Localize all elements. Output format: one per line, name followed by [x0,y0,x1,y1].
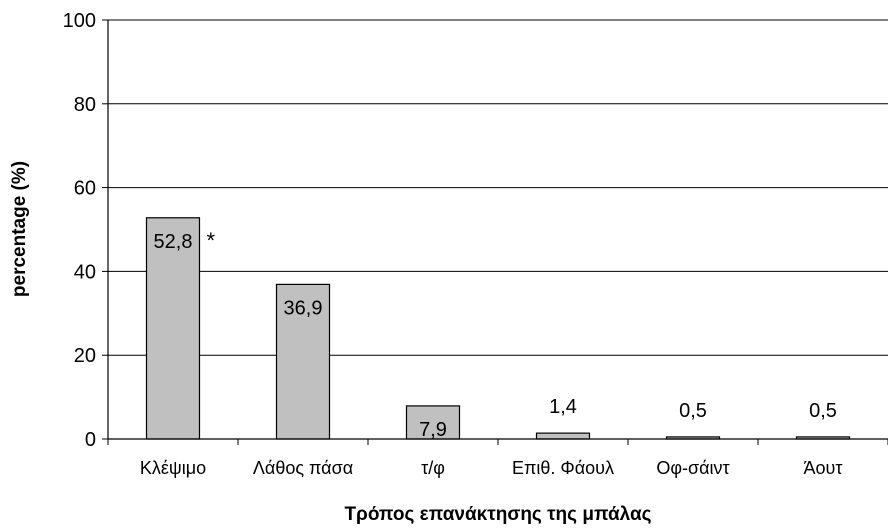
x-tick-label: Κλέψιμο [140,458,206,478]
y-tick-label: 80 [74,94,96,116]
y-tick-label: 40 [74,261,96,283]
grid-layer [108,19,888,356]
data-label: 1,4 [549,396,577,418]
significance-annotation: * [207,228,216,253]
bar [405,405,461,440]
data-label: 7,9 [419,419,447,441]
data-label: 0,5 [679,400,707,422]
x-tick-label: Οφ-σάιντ [656,458,729,478]
x-tick-label: Επιθ. Φάουλ [512,458,614,478]
bars-layer [145,217,851,440]
y-tick-label: 0 [85,429,96,451]
x-tick-label: Λάθος πάσα [253,458,353,478]
bar [535,432,591,440]
data-label: 52,8 [154,231,193,253]
axes-layer [102,19,888,445]
data-label: 36,9 [284,297,323,319]
bar [145,217,201,440]
y-axis-title: percentage (%) [9,161,30,297]
x-axis-title: Τρόπος επανάκτησης της μπάλας [344,504,651,525]
x-tick-label: Άουτ [804,458,843,478]
y-tick-label: 20 [74,345,96,367]
labels-layer: 0 20 40 60 80 100 Κλέψιμο Λάθος πάσα τ/φ Επιθ. Φά… [63,10,843,478]
y-tick-label: 60 [74,178,96,200]
x-tick-label: τ/φ [421,458,445,478]
data-label: 0,5 [809,400,837,422]
y-tick-label: 100 [63,10,96,32]
